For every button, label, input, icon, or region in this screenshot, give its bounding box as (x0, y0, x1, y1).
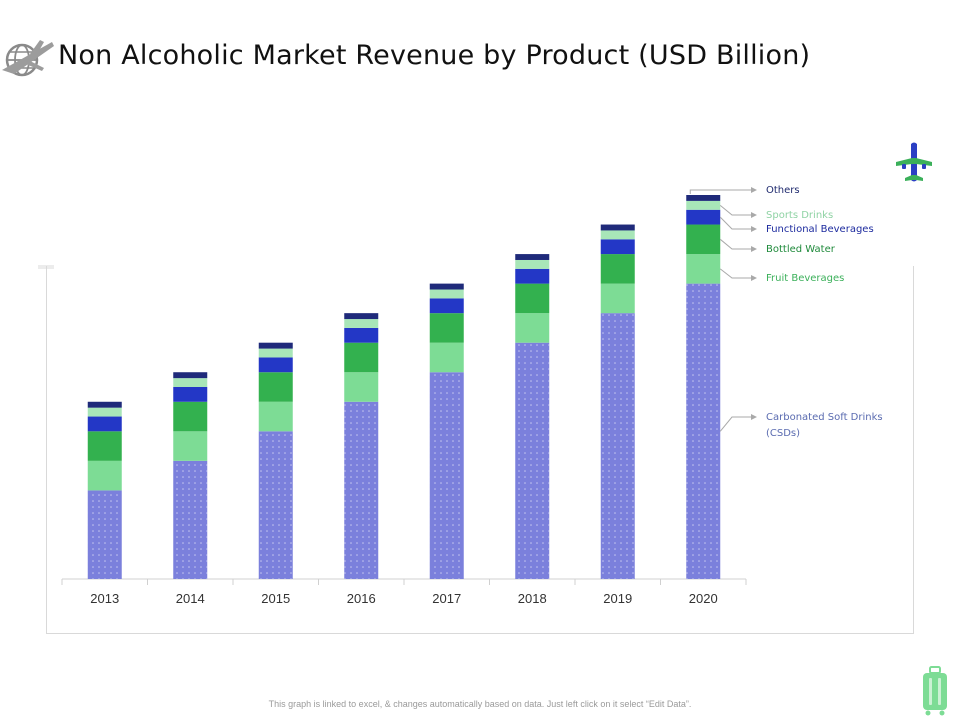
bar-2015-others (258, 342, 293, 349)
bar-2013-carbonated-soft-drinks-csds-texture (87, 490, 122, 579)
x-tick-label-2014: 2014 (176, 591, 205, 606)
bar-2019-bottled-water (600, 254, 635, 284)
bar-2020-sports-drinks (686, 200, 721, 210)
x-tick-label-2020: 2020 (689, 591, 718, 606)
bar-2019-sports-drinks (600, 230, 635, 240)
x-tick-label-2017: 2017 (432, 591, 461, 606)
bar-2017-fruit-beverages (429, 342, 464, 373)
legend-label-carbonated-soft-drinks-csds: (CSDs) (766, 428, 800, 439)
legend-leader-functional-beverages (719, 216, 752, 230)
bar-2016-others (344, 313, 379, 320)
bar-2017-sports-drinks (429, 289, 464, 299)
bar-2018-functional-beverages (515, 268, 550, 284)
legend-arrow-sports-drinks (751, 212, 757, 218)
bar-2017-others (429, 283, 464, 290)
bar-2016-sports-drinks (344, 319, 379, 328)
bar-2015-functional-beverages (258, 357, 293, 373)
bar-2020-fruit-beverages (686, 254, 721, 284)
bar-2019-functional-beverages (600, 239, 635, 255)
globe-plane-icon (2, 40, 54, 77)
bar-2014-functional-beverages (173, 387, 208, 402)
bar-2019-carbonated-soft-drinks-csds-texture (600, 313, 635, 579)
footer-note: This graph is linked to excel, & changes… (268, 699, 692, 709)
bar-2016-carbonated-soft-drinks-csds-texture (344, 401, 379, 579)
legend-label-functional-beverages: Functional Beverages (766, 224, 874, 235)
legend-leader-others (689, 189, 752, 194)
legend-label-bottled-water: Bottled Water (766, 244, 836, 255)
legend-arrow-fruit-beverages (751, 275, 757, 281)
bar-2018-fruit-beverages (515, 313, 550, 343)
bar-2014-others (173, 372, 208, 379)
legend-arrow-bottled-water (751, 246, 757, 252)
bar-2016-functional-beverages (344, 327, 379, 343)
chart-frame (46, 266, 914, 634)
bar-2013-functional-beverages (87, 416, 122, 432)
bar-2016-fruit-beverages (344, 372, 379, 402)
bar-2018-bottled-water (515, 283, 550, 314)
bar-2013-bottled-water (87, 431, 122, 461)
bar-2016-bottled-water (344, 342, 379, 373)
legend-label-carbonated-soft-drinks-csds: Carbonated Soft Drinks (766, 412, 883, 423)
bar-2017-functional-beverages (429, 298, 464, 314)
legend-leader-fruit-beverages (719, 268, 752, 279)
bar-2014-bottled-water (173, 401, 208, 432)
bar-2015-bottled-water (258, 372, 293, 402)
bar-2018-others (515, 254, 550, 260)
airplane-icon (896, 142, 932, 182)
bar-2019-fruit-beverages (600, 283, 635, 314)
legend-arrow-functional-beverages (751, 226, 757, 232)
bar-2020-functional-beverages (686, 209, 721, 225)
legend-leader-sports-drinks (719, 204, 752, 216)
bar-2018-carbonated-soft-drinks-csds-texture (515, 342, 550, 579)
bar-2017-bottled-water (429, 313, 464, 343)
x-tick-label-2016: 2016 (347, 591, 376, 606)
bar-2014-sports-drinks (173, 378, 208, 387)
bar-2019-others (600, 224, 635, 231)
bar-2014-fruit-beverages (173, 431, 208, 461)
bar-2020-bottled-water (686, 224, 721, 255)
legend-label-sports-drinks: Sports Drinks (766, 210, 833, 221)
legend-leader-carbonated-soft-drinks-csds (719, 416, 752, 432)
bar-2013-others (87, 401, 122, 408)
bar-2018-sports-drinks (515, 259, 550, 269)
bar-2013-sports-drinks (87, 407, 122, 417)
x-tick-label-2019: 2019 (603, 591, 632, 606)
suitcase-icon (923, 666, 947, 716)
bar-2015-carbonated-soft-drinks-csds-texture (258, 431, 293, 579)
bar-2015-fruit-beverages (258, 401, 293, 432)
bar-2014-carbonated-soft-drinks-csds-texture (173, 460, 208, 579)
legend-label-others: Others (766, 185, 800, 196)
x-tick-label-2013: 2013 (90, 591, 119, 606)
legend-leader-bottled-water (719, 238, 752, 250)
bar-2013-fruit-beverages (87, 460, 122, 491)
bar-2020-others (686, 195, 721, 201)
page-title: Non Alcoholic Market Revenue by Product … (58, 40, 811, 71)
legend-label-fruit-beverages: Fruit Beverages (766, 273, 844, 284)
bar-2017-carbonated-soft-drinks-csds-texture (429, 372, 464, 579)
bar-2015-sports-drinks (258, 348, 293, 358)
x-tick-label-2015: 2015 (261, 591, 290, 606)
legend-arrow-carbonated-soft-drinks-csds (751, 414, 757, 420)
bar-2020-carbonated-soft-drinks-csds-texture (686, 283, 721, 579)
x-tick-label-2018: 2018 (518, 591, 547, 606)
legend-arrow-others (751, 187, 757, 193)
